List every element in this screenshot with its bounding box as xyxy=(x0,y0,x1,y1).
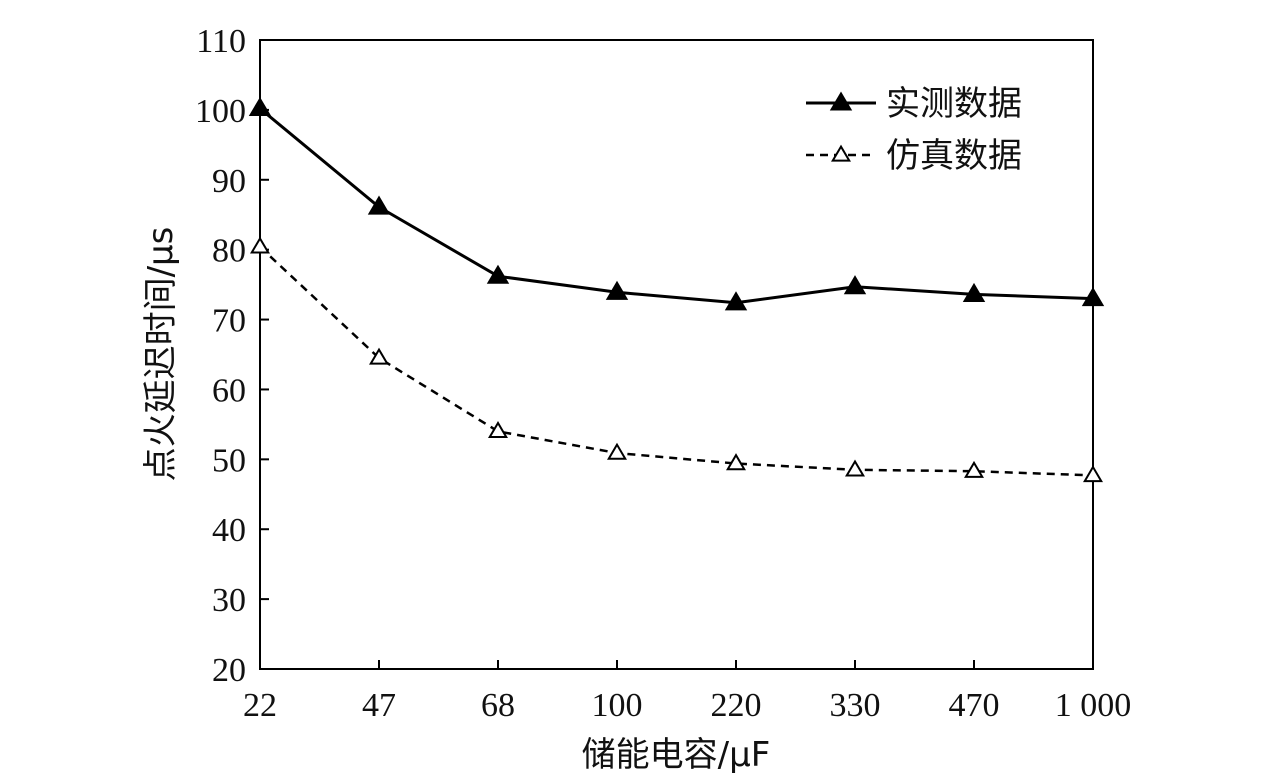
x-axis-title: 储能电容/μF xyxy=(582,735,771,775)
legend-label: 实测数据 xyxy=(886,84,1022,124)
x-tick-label: 470 xyxy=(949,687,1000,724)
y-tick-label: 30 xyxy=(212,582,246,619)
series-line xyxy=(259,107,1094,305)
data-point xyxy=(488,421,508,439)
data-point xyxy=(724,291,748,311)
y-tick-label: 110 xyxy=(196,23,246,60)
legend-marker xyxy=(829,91,853,111)
data-point xyxy=(726,453,746,471)
y-tick-label: 50 xyxy=(212,442,246,479)
x-tick-label: 22 xyxy=(243,687,277,724)
x-tick-label: 330 xyxy=(830,687,881,724)
y-tick-label: 40 xyxy=(212,512,246,549)
series-2 xyxy=(250,236,1103,483)
legend-label: 仿真数据 xyxy=(886,136,1022,176)
y-tick-label: 80 xyxy=(212,233,246,270)
data-point xyxy=(964,460,984,478)
x-axis: 22 47 68 100 220 330 470 1 000 xyxy=(243,660,1131,724)
data-point xyxy=(369,347,389,365)
y-axis-title: 点火延迟时间/μs xyxy=(141,227,181,482)
y-tick-label: 60 xyxy=(212,372,246,409)
legend-marker xyxy=(831,144,851,162)
data-point xyxy=(248,96,272,117)
series-1 xyxy=(248,96,1105,311)
x-tick-label: 68 xyxy=(481,687,515,724)
data-point xyxy=(367,195,391,215)
y-tick-label: 90 xyxy=(212,163,246,200)
data-point xyxy=(962,282,986,302)
series-line xyxy=(259,245,1094,477)
data-point xyxy=(843,275,867,295)
plot-frame xyxy=(259,39,1094,670)
data-point xyxy=(845,459,865,477)
data-point xyxy=(486,264,510,284)
data-point xyxy=(607,442,627,460)
data-point xyxy=(1083,465,1103,483)
y-tick-label: 100 xyxy=(195,93,246,130)
data-point xyxy=(605,280,629,300)
data-point xyxy=(250,236,270,254)
data-point xyxy=(1081,287,1105,307)
y-tick-label: 20 xyxy=(212,652,246,689)
x-tick-label: 47 xyxy=(362,687,396,724)
y-axis: 20 30 40 50 60 70 80 90 100 110 xyxy=(195,23,269,689)
series-layer xyxy=(248,96,1105,483)
y-tick-label: 70 xyxy=(212,303,246,340)
x-tick-label: 220 xyxy=(711,687,762,724)
x-tick-label: 100 xyxy=(592,687,643,724)
x-tick-label: 1 000 xyxy=(1055,687,1132,724)
